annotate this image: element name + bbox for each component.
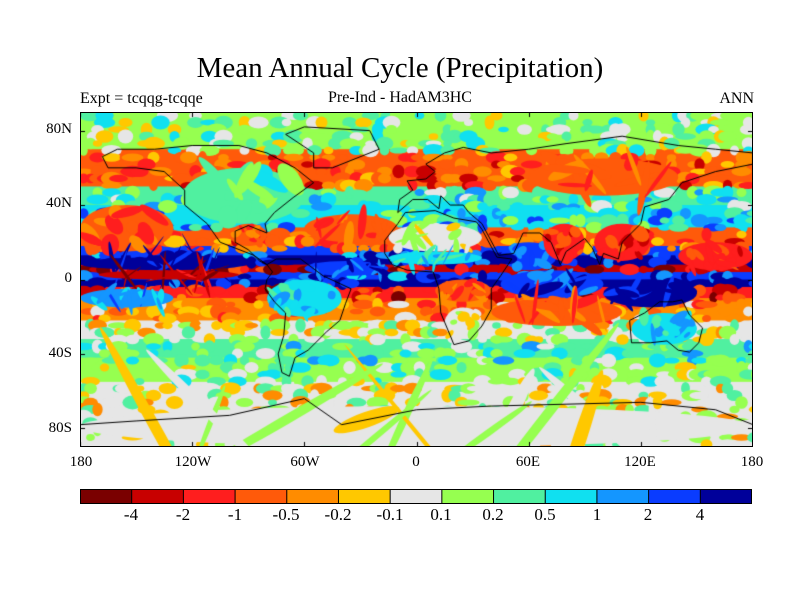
lon-label-120e: 120E [624, 454, 656, 470]
colorbar-swatch [235, 489, 288, 504]
lat-label-0: 0 [64, 270, 73, 286]
season-label: ANN [719, 90, 754, 107]
colorbar-label: -0.2 [324, 505, 352, 524]
lon-label-60w: 60W [290, 454, 320, 470]
colorbar-swatch [286, 489, 339, 504]
colorbar-swatch [183, 489, 236, 504]
lon-label-180w: 180 [69, 454, 93, 470]
colorbar-label: 0.1 [430, 505, 452, 524]
colorbar-label: 0.5 [534, 505, 556, 524]
lon-label-0: 0 [412, 454, 420, 470]
lon-label-120w: 120W [174, 454, 212, 470]
colorbar-label: -0.5 [272, 505, 300, 524]
colorbar-label: 4 [695, 505, 705, 524]
colorbar-label: 0.2 [482, 505, 504, 524]
colorbar-label: -2 [175, 505, 191, 524]
colorbar-border [80, 489, 752, 504]
colorbar-label: 2 [643, 505, 653, 524]
colorbar-label: 1 [592, 505, 602, 524]
comparison-label: Pre-Ind - HadAM3HC [328, 89, 472, 106]
lon-label-180e: 180 [740, 454, 764, 470]
chart-title: Mean Annual Cycle (Precipitation) [196, 52, 604, 84]
colorbar-swatch [700, 489, 752, 504]
precipitation-map [80, 112, 753, 447]
colorbar [80, 489, 752, 504]
lon-label-60e: 60E [515, 454, 541, 470]
colorbar-label: -1 [227, 505, 243, 524]
lat-label-40s: 40S [48, 345, 72, 361]
colorbar-swatch [390, 489, 443, 504]
colorbar-label: -0.1 [376, 505, 404, 524]
colorbar-swatch [545, 489, 598, 504]
colorbar-swatch [131, 489, 184, 504]
colorbar-swatch [441, 489, 495, 504]
lat-label-40n: 40N [46, 195, 72, 211]
colorbar-swatch [338, 489, 391, 504]
colorbar-swatch [80, 489, 133, 504]
colorbar-swatch [596, 489, 650, 504]
lat-label-80n: 80N [46, 121, 72, 137]
colorbar-label: -4 [123, 505, 139, 524]
experiment-label: Expt = tcqqg-tcqqe [80, 90, 203, 107]
lat-label-80s: 80S [48, 420, 72, 436]
colorbar-swatch [493, 489, 546, 504]
colorbar-swatch [648, 489, 701, 504]
